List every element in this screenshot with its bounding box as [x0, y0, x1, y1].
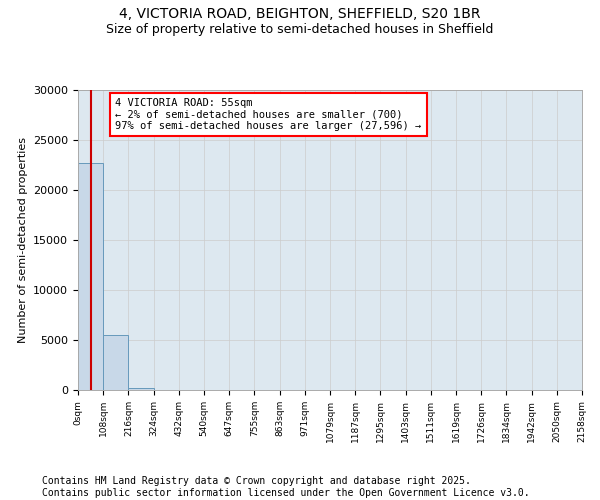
Bar [128, 388, 154, 390]
Y-axis label: Number of semi-detached properties: Number of semi-detached properties [17, 137, 28, 343]
Text: 4 VICTORIA ROAD: 55sqm
← 2% of semi-detached houses are smaller (700)
97% of sem: 4 VICTORIA ROAD: 55sqm ← 2% of semi-deta… [115, 98, 422, 131]
Text: Contains HM Land Registry data © Crown copyright and database right 2025.
Contai: Contains HM Land Registry data © Crown c… [42, 476, 530, 498]
Text: 4, VICTORIA ROAD, BEIGHTON, SHEFFIELD, S20 1BR: 4, VICTORIA ROAD, BEIGHTON, SHEFFIELD, S… [119, 8, 481, 22]
Text: Size of property relative to semi-detached houses in Sheffield: Size of property relative to semi-detach… [106, 22, 494, 36]
Bar [78, 163, 103, 390]
Bar [103, 335, 128, 390]
